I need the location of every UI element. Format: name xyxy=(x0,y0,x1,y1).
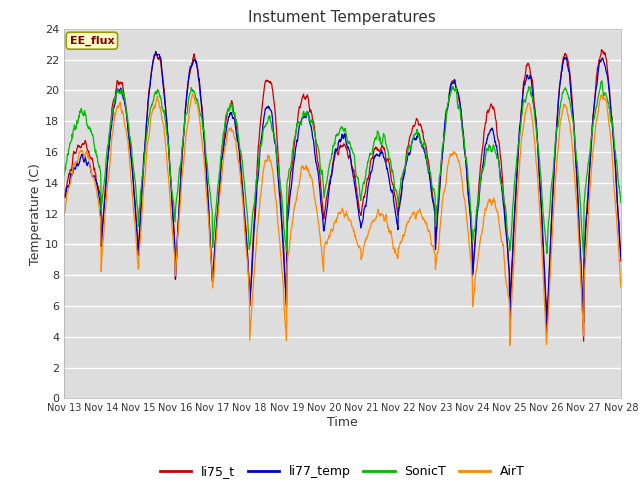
li77_temp xyxy=(552,146,559,152)
AirT xyxy=(189,91,196,96)
AirT xyxy=(617,284,625,290)
SonicT xyxy=(580,254,588,260)
li77_temp xyxy=(543,321,551,326)
li75_t xyxy=(246,295,254,301)
li77_temp xyxy=(429,200,437,205)
AirT xyxy=(184,120,191,126)
li77_temp xyxy=(184,78,192,84)
li75_t xyxy=(502,217,509,223)
li75_t xyxy=(184,85,191,91)
li77_temp xyxy=(171,243,179,249)
Line: li77_temp: li77_temp xyxy=(64,51,621,324)
SonicT xyxy=(551,151,559,156)
li75_t xyxy=(170,232,178,238)
li75_t xyxy=(429,194,436,200)
li77_temp xyxy=(60,192,68,198)
li77_temp xyxy=(617,253,625,259)
SonicT xyxy=(598,78,605,84)
Legend: li75_t, li77_temp, SonicT, AirT: li75_t, li77_temp, SonicT, AirT xyxy=(155,460,530,480)
AirT xyxy=(552,178,559,183)
Line: AirT: AirT xyxy=(64,94,621,346)
Text: EE_flux: EE_flux xyxy=(70,36,114,46)
AirT xyxy=(246,325,254,331)
Line: SonicT: SonicT xyxy=(64,81,621,257)
AirT xyxy=(170,251,178,256)
SonicT xyxy=(429,187,436,192)
li75_t xyxy=(580,338,588,344)
SonicT xyxy=(617,200,625,205)
Line: li75_t: li75_t xyxy=(64,50,621,341)
li77_temp xyxy=(152,48,159,54)
SonicT xyxy=(60,173,68,179)
li75_t xyxy=(598,47,605,53)
X-axis label: Time: Time xyxy=(327,416,358,429)
li75_t xyxy=(60,192,68,198)
SonicT xyxy=(184,103,191,108)
AirT xyxy=(60,213,68,219)
li77_temp xyxy=(246,289,254,295)
Y-axis label: Temperature (C): Temperature (C) xyxy=(29,163,42,264)
AirT xyxy=(506,343,513,348)
li77_temp xyxy=(502,228,509,233)
SonicT xyxy=(246,242,254,248)
SonicT xyxy=(502,205,509,211)
li75_t xyxy=(551,158,559,164)
li75_t xyxy=(617,258,625,264)
AirT xyxy=(502,276,509,282)
Title: Instument Temperatures: Instument Temperatures xyxy=(248,10,436,25)
SonicT xyxy=(170,210,178,216)
AirT xyxy=(429,242,437,248)
